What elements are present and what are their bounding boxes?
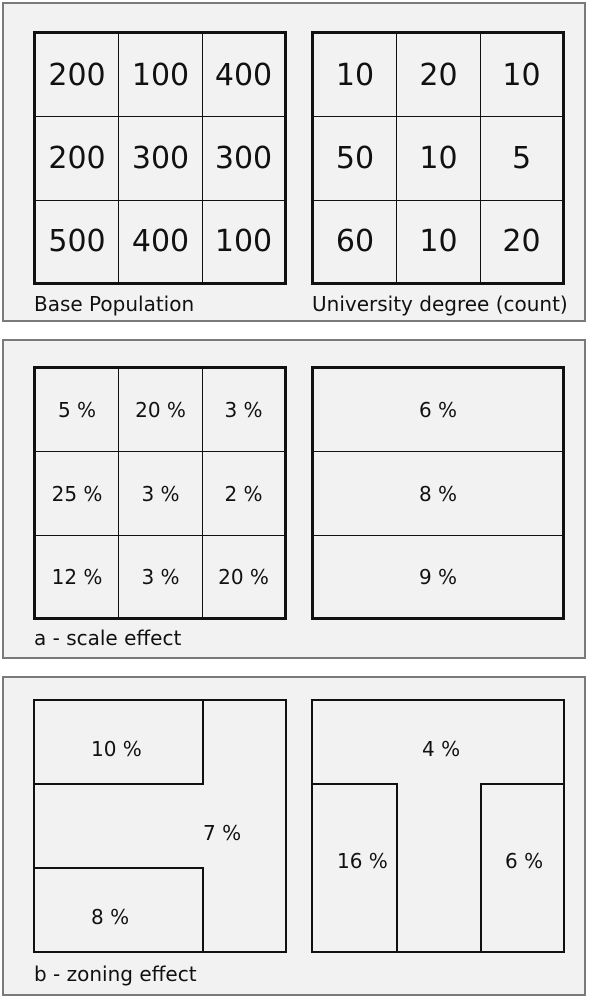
grid-cell: 200 <box>35 116 119 201</box>
zoning-effect-caption: b - zoning effect <box>34 962 197 986</box>
row-zone: 9 % <box>313 535 563 618</box>
cell-value: 3 % <box>141 481 180 506</box>
grid-cell: 3 % <box>118 535 203 618</box>
panel-scale-effect: 5 % 20 % 3 % 25 % 3 % 2 % 12 % 3 % 20 % … <box>2 339 586 659</box>
cell-value: 12 % <box>51 564 103 589</box>
zone-boundary <box>33 699 287 953</box>
grid-cell: 10 <box>396 116 481 201</box>
grid-cell: 2 % <box>202 451 285 536</box>
grid-cell: 3 % <box>118 451 203 536</box>
zone-value: 7 % <box>203 821 242 845</box>
cell-value: 2 % <box>224 481 263 506</box>
cell-value: 10 <box>502 57 541 93</box>
cell-value: 300 <box>131 141 190 176</box>
cell-value: 500 <box>48 224 106 259</box>
right-zoning-map <box>311 699 565 953</box>
row-zones-grid: 6 % 8 % 9 % <box>311 366 565 620</box>
university-degree-grid: 10 20 10 50 10 5 60 10 20 <box>311 31 565 285</box>
cell-value: 100 <box>214 224 273 259</box>
cell-value: 400 <box>131 224 190 259</box>
grid-cell: 100 <box>202 200 285 283</box>
cell-value: 3 % <box>141 564 180 589</box>
zone-value: 8 % <box>91 905 130 929</box>
zone-divider <box>312 783 398 952</box>
cell-value: 20 % <box>135 398 186 422</box>
row-zone: 6 % <box>313 368 563 452</box>
zone-boundary <box>311 699 565 953</box>
zone-divider <box>34 700 204 785</box>
grid-cell: 200 <box>35 33 119 117</box>
cell-value: 10 <box>419 224 458 259</box>
grid-cell: 10 <box>396 200 481 283</box>
grid-cell: 100 <box>118 33 203 117</box>
grid-cell: 10 <box>313 33 397 117</box>
base-population-grid: 200 100 400 200 300 300 500 400 100 <box>33 31 287 285</box>
zone-value: 6 % <box>418 398 458 422</box>
cell-value: 20 <box>419 57 458 93</box>
cell-value: 20 <box>502 224 541 259</box>
zone-value: 9 % <box>418 564 458 589</box>
cell-value: 5 % <box>57 398 97 422</box>
panel-zoning-effect: 10 % 7 % 8 % 4 % 16 % 6 % b - zoning eff… <box>2 676 586 996</box>
grid-cell: 20 % <box>118 368 203 452</box>
cell-value: 200 <box>48 57 106 93</box>
grid-cell: 20 <box>480 200 563 283</box>
cell-value: 10 <box>419 141 458 176</box>
panel-base-data: 200 100 400 200 300 300 500 400 100 Base… <box>2 2 586 322</box>
cell-value: 50 <box>335 141 375 176</box>
grid-cell: 25 % <box>35 451 119 536</box>
grid-cell: 20 % <box>202 535 285 618</box>
cell-value: 5 <box>511 141 532 176</box>
grid-cell: 400 <box>202 33 285 117</box>
university-degree-caption: University degree (count) <box>312 292 568 316</box>
grid-cell: 300 <box>202 116 285 201</box>
grid-cell: 400 <box>118 200 203 283</box>
cell-value: 100 <box>131 57 190 93</box>
zone-value: 8 % <box>418 481 458 506</box>
grid-cell: 10 <box>480 33 563 117</box>
zone-value: 4 % <box>422 737 461 761</box>
grid-cell: 3 % <box>202 368 285 452</box>
cell-value: 25 % <box>51 481 103 506</box>
cell-value: 400 <box>214 57 273 93</box>
grid-cell: 5 <box>480 116 563 201</box>
base-population-caption: Base Population <box>34 292 195 316</box>
grid-cell: 12 % <box>35 535 119 618</box>
scale-grid: 5 % 20 % 3 % 25 % 3 % 2 % 12 % 3 % 20 % <box>33 366 287 620</box>
cell-value: 60 <box>335 224 375 259</box>
zone-value: 6 % <box>505 849 544 873</box>
grid-cell: 5 % <box>35 368 119 452</box>
grid-cell: 50 <box>313 116 397 201</box>
row-zone: 8 % <box>313 451 563 536</box>
zone-value: 16 % <box>337 849 388 873</box>
grid-cell: 300 <box>118 116 203 201</box>
cell-value: 3 % <box>224 398 263 422</box>
zone-divider <box>34 867 204 952</box>
cell-value: 10 <box>335 57 375 93</box>
scale-effect-caption: a - scale effect <box>34 626 182 650</box>
cell-value: 200 <box>48 141 106 176</box>
grid-cell: 60 <box>313 200 397 283</box>
grid-cell: 500 <box>35 200 119 283</box>
zone-value: 10 % <box>91 737 142 761</box>
zone-divider <box>480 783 564 952</box>
cell-value: 20 % <box>218 564 269 589</box>
left-zoning-map <box>33 699 287 953</box>
cell-value: 300 <box>214 141 273 176</box>
grid-cell: 20 <box>396 33 481 117</box>
